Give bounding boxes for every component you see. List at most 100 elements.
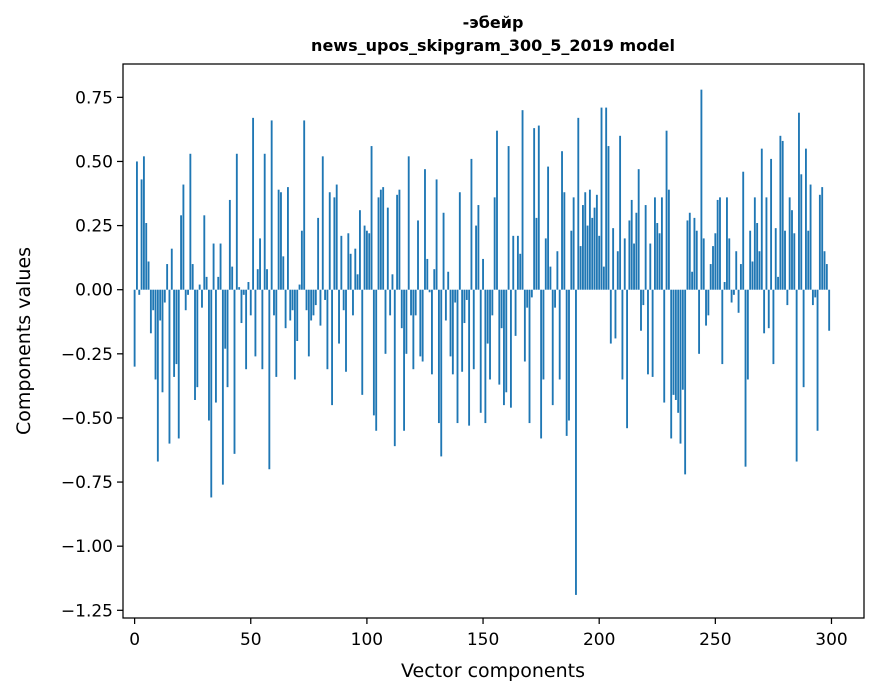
bar-236	[681, 289, 684, 390]
bar-140	[458, 192, 461, 290]
bar-266	[751, 261, 754, 290]
bar-166	[519, 253, 522, 290]
bar-129	[433, 269, 436, 290]
bar-199	[595, 194, 598, 290]
bar-216	[635, 212, 638, 290]
bar-74	[305, 289, 308, 311]
plot-frame	[122, 63, 865, 619]
bar-12	[161, 289, 164, 393]
bar-261	[739, 264, 742, 290]
bar-189	[572, 197, 575, 290]
bar-28	[198, 284, 201, 290]
bar-45	[238, 287, 241, 290]
bar-278	[779, 135, 782, 290]
bar-201	[600, 107, 603, 290]
bar-215	[633, 243, 635, 290]
bar-68	[291, 289, 294, 311]
bar-14	[166, 264, 169, 290]
bar-269	[758, 251, 761, 290]
bar-262	[742, 171, 745, 290]
y-tick-label: −0.75	[61, 473, 113, 493]
bar-83	[326, 289, 329, 370]
bar-185	[563, 192, 566, 290]
bar-234	[677, 289, 680, 413]
bar-75	[307, 289, 310, 357]
bar-123	[419, 289, 422, 357]
bar-55	[261, 289, 264, 370]
bar-101	[368, 233, 371, 290]
bar-224	[654, 197, 656, 290]
bar-80	[319, 289, 322, 326]
bar-152	[486, 289, 489, 344]
bar-197	[591, 217, 594, 290]
bar-47	[242, 289, 245, 295]
bar-258	[732, 289, 735, 295]
bar-134	[444, 289, 447, 321]
bar-114	[398, 189, 401, 290]
bar-282	[788, 197, 791, 290]
bar-191	[577, 117, 580, 290]
bar-273	[767, 289, 770, 329]
bar-170	[528, 289, 531, 424]
bar-44	[235, 153, 238, 290]
bar-2	[138, 289, 141, 295]
bar-271	[763, 289, 766, 334]
bar-181	[554, 289, 556, 308]
bar-51	[252, 117, 255, 290]
x-axis-label: Vector components	[401, 660, 585, 682]
bar-117	[405, 289, 408, 354]
bar-277	[777, 276, 779, 290]
bar-128	[431, 289, 433, 375]
bar-193	[582, 205, 584, 290]
x-tick-label: 100	[351, 630, 383, 650]
bar-188	[570, 230, 573, 290]
bar-147	[475, 225, 478, 290]
bar-136	[449, 289, 452, 357]
bar-200	[598, 235, 601, 290]
bar-36	[217, 276, 220, 290]
bar-34	[212, 243, 215, 290]
bar-84	[328, 192, 331, 290]
bar-150	[482, 258, 484, 290]
bar-291	[809, 184, 812, 290]
bar-210	[621, 289, 624, 380]
bar-264	[746, 289, 749, 380]
bar-233	[674, 289, 677, 400]
bar-21	[182, 184, 185, 290]
bar-198	[593, 207, 596, 290]
bar-143	[465, 289, 468, 300]
bar-135	[447, 271, 450, 290]
bar-275	[772, 289, 775, 365]
bar-127	[428, 289, 431, 293]
x-tick-label: 0	[129, 630, 140, 650]
bar-272	[765, 197, 768, 290]
bar-53	[256, 269, 259, 290]
bar-225	[656, 223, 659, 290]
bar-206	[612, 228, 615, 290]
bar-63	[280, 192, 282, 290]
bar-292	[811, 289, 814, 306]
y-tick-label: −1.00	[61, 537, 113, 557]
bar-81	[321, 156, 324, 290]
bar-15	[168, 289, 171, 444]
bar-119	[410, 289, 412, 316]
y-axis-label: Components values	[13, 247, 35, 435]
bar-295	[818, 194, 821, 290]
bar-79	[317, 217, 320, 290]
bar-259	[735, 251, 738, 290]
bar-148	[477, 205, 480, 290]
bar-204	[607, 146, 610, 290]
x-tick-label: 150	[467, 630, 499, 650]
bar-202	[602, 266, 605, 290]
bar-60	[273, 289, 275, 316]
x-tick-label: 250	[699, 630, 731, 650]
bar-4	[142, 156, 145, 290]
bar-244	[700, 89, 703, 290]
y-axis: −1.25 −1.00 −0.75 −0.50 −0.25 0.00 0.25 0.50 0.7…	[61, 88, 123, 621]
bar-297	[823, 251, 826, 290]
bar-58	[268, 289, 271, 470]
bar-289	[805, 148, 807, 290]
bar-178	[547, 166, 550, 290]
bar-286	[798, 112, 800, 290]
bar-173	[535, 217, 538, 290]
